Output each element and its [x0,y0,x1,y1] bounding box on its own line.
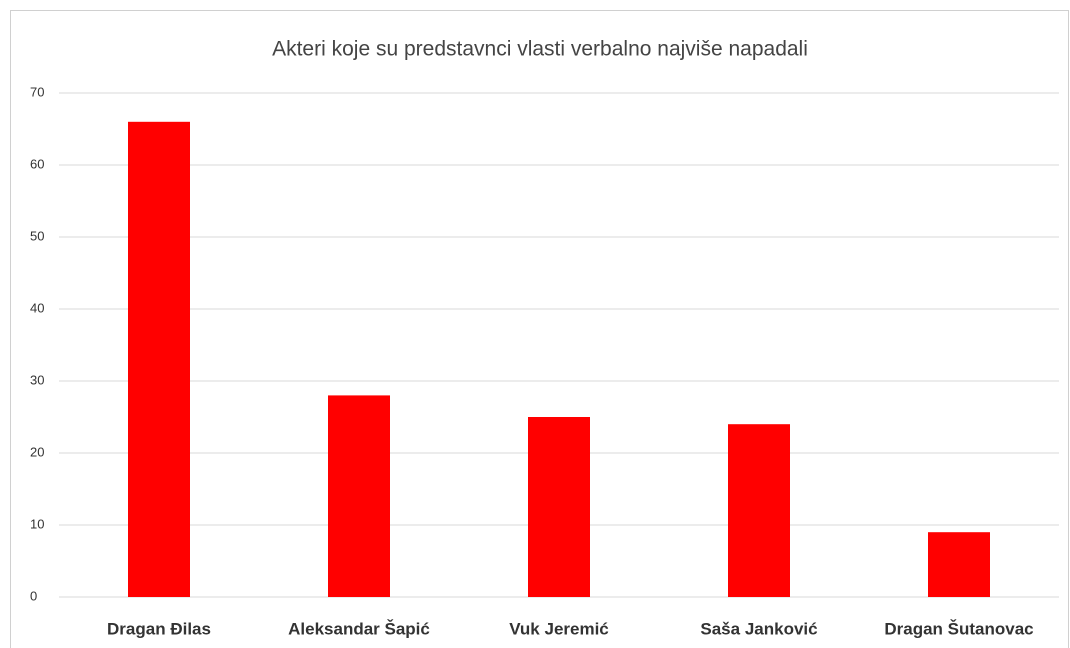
y-tick-label: 50 [30,228,44,243]
y-tick-label: 10 [30,516,44,531]
y-tick-label: 0 [30,588,37,603]
bar [928,532,990,597]
x-tick-label: Aleksandar Šapić [288,619,430,638]
x-tick-label: Dragan Đilas [107,619,211,638]
x-tick-label: Vuk Jeremić [509,619,609,638]
chart-frame [10,10,1069,648]
bar [128,121,190,598]
x-tick-label: Dragan Šutanovac [884,619,1033,638]
chart-title: Akteri koje su predstavnci vlasti verbal… [272,38,808,61]
y-tick-label: 40 [30,300,44,315]
y-tick-label: 60 [30,156,44,171]
bar [528,417,590,597]
y-tick-label: 70 [30,84,44,99]
bar [328,395,390,597]
y-tick-label: 20 [30,444,44,459]
y-tick-label: 30 [30,372,44,387]
x-tick-label: Saša Janković [700,619,817,638]
bar [728,424,790,597]
